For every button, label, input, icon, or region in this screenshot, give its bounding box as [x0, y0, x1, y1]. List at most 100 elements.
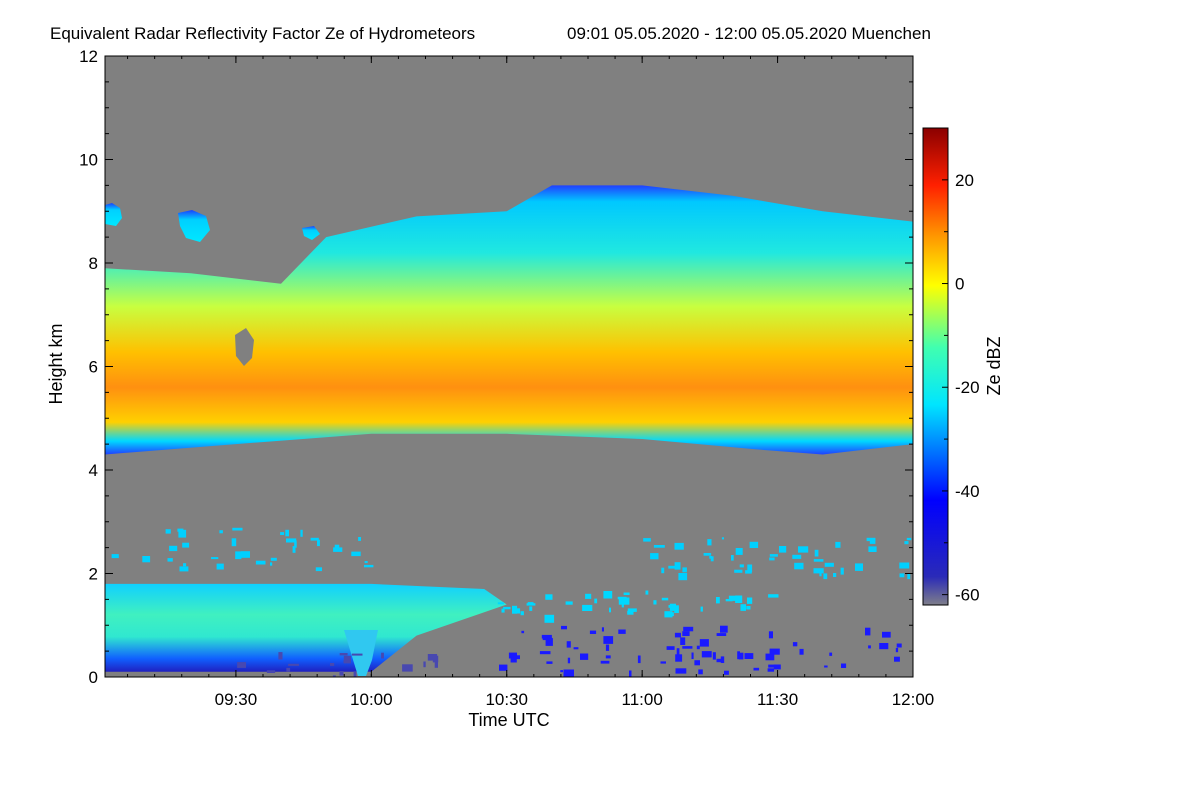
echo-speckle — [358, 537, 361, 541]
echo-speckle — [799, 648, 804, 655]
x-tick-label: 12:00 — [892, 690, 935, 709]
echo-speckle — [353, 671, 357, 677]
x-tick-label: 10:00 — [350, 690, 393, 709]
echo-speckle — [660, 661, 666, 664]
colorbar-tick-label: 20 — [955, 171, 974, 190]
echo-speckle — [734, 569, 743, 573]
echo-speckle — [240, 551, 250, 558]
y-axis: 0 2 4 6 8 10 12 — [79, 47, 913, 687]
echo-speckle — [699, 639, 709, 647]
plot-area — [105, 56, 913, 677]
echo-speckle — [653, 600, 657, 605]
echo-speckle — [868, 546, 877, 552]
chart-subtitle: 09:01 05.05.2020 - 12:00 05.05.2020 Muen… — [567, 24, 931, 43]
echo-speckle — [769, 557, 775, 561]
echo-speckle — [594, 598, 598, 604]
echo-speckle — [603, 591, 613, 599]
echo-speckle — [566, 641, 571, 648]
y-axis-title: Height km — [46, 323, 66, 404]
echo-speckle — [573, 647, 579, 650]
echo-speckle — [541, 634, 552, 639]
echo-speckle — [182, 542, 190, 548]
echo-speckle — [605, 655, 611, 659]
echo-speckle — [643, 538, 651, 542]
echo-speckle — [753, 667, 760, 671]
echo-speckle — [232, 527, 243, 531]
echo-speckle — [434, 661, 438, 668]
echo-speckle — [835, 541, 841, 548]
x-axis: 09:30 10:00 10:30 11:00 11:30 12:00 — [127, 56, 935, 709]
echo-speckle — [278, 652, 283, 660]
echo-speckle — [675, 668, 687, 674]
echo-speckle — [286, 667, 291, 672]
echo-speckle — [343, 655, 351, 664]
echo-speckle — [520, 611, 524, 616]
colorbar-tick-label: -20 — [955, 378, 980, 397]
echo-speckle — [779, 546, 787, 553]
echo-speckle — [351, 653, 363, 656]
x-axis-title: Time UTC — [468, 710, 549, 730]
echo-speckle — [330, 663, 335, 666]
echo-speckle — [603, 636, 614, 644]
echo-speckle — [618, 597, 630, 605]
echo-speckle — [513, 608, 521, 614]
echo-speckle — [813, 559, 824, 562]
echo-speckle — [674, 605, 679, 613]
echo-speckle — [829, 652, 833, 656]
echo-speckle — [683, 626, 694, 632]
echo-speckle — [709, 556, 712, 559]
colorbar-tick-label: 0 — [955, 275, 964, 294]
echo-speckle — [339, 653, 348, 656]
echo-speckle — [177, 528, 184, 532]
echo-speckle — [169, 545, 178, 552]
echo-speckle — [288, 663, 299, 666]
echo-speckle — [868, 645, 871, 649]
x-tick-label: 11:00 — [622, 690, 663, 709]
echo-speckle — [637, 655, 641, 664]
echo-speckle — [879, 643, 889, 650]
echo-speckle — [680, 637, 686, 645]
echo-speckle — [724, 670, 729, 675]
echo-speckle — [768, 594, 779, 598]
echo-speckle — [738, 652, 744, 660]
echo-speckle — [601, 627, 604, 632]
echo-speckle — [650, 553, 659, 560]
cloud-fragment — [178, 210, 210, 242]
echo-speckle — [668, 565, 678, 569]
sparse-echoes — [111, 527, 912, 677]
echo-speckle — [746, 606, 751, 610]
echo-speckle — [585, 593, 592, 599]
lower-cloud-layer — [105, 583, 507, 672]
echo-speckle — [499, 664, 508, 671]
echo-speckle — [855, 563, 863, 571]
echo-speckle — [819, 573, 822, 577]
echo-speckle — [563, 669, 574, 677]
echo-speckle — [720, 625, 728, 633]
colorbar-axis: 20 0 -20 -40 -60 — [942, 127, 980, 605]
echo-speckle — [747, 597, 753, 604]
echo-speckle — [720, 656, 725, 663]
echo-speckle — [682, 567, 687, 573]
echo-speckle — [895, 647, 899, 653]
upper-cloud-layer — [105, 185, 913, 455]
echo-speckle — [270, 562, 273, 566]
echo-speckle — [609, 607, 611, 613]
echo-speckle — [503, 606, 511, 610]
echo-speckle — [747, 564, 753, 572]
echo-speckle — [710, 556, 714, 562]
colorbar — [922, 127, 949, 606]
echo-speckle — [545, 638, 553, 646]
echo-speckle — [694, 660, 700, 666]
echo-speckle — [544, 614, 555, 623]
echo-speckle — [427, 654, 438, 661]
echo-speckle — [865, 627, 871, 636]
echo-speckle — [691, 652, 694, 659]
y-tick-label: 10 — [79, 151, 98, 170]
echo-speckle — [682, 631, 690, 636]
echo-speckle — [497, 602, 504, 605]
precip-streak — [344, 630, 378, 676]
echo-speckle — [869, 538, 876, 544]
echo-speckle — [515, 655, 520, 660]
echo-speckle — [740, 604, 746, 611]
echo-speckle — [235, 551, 242, 560]
